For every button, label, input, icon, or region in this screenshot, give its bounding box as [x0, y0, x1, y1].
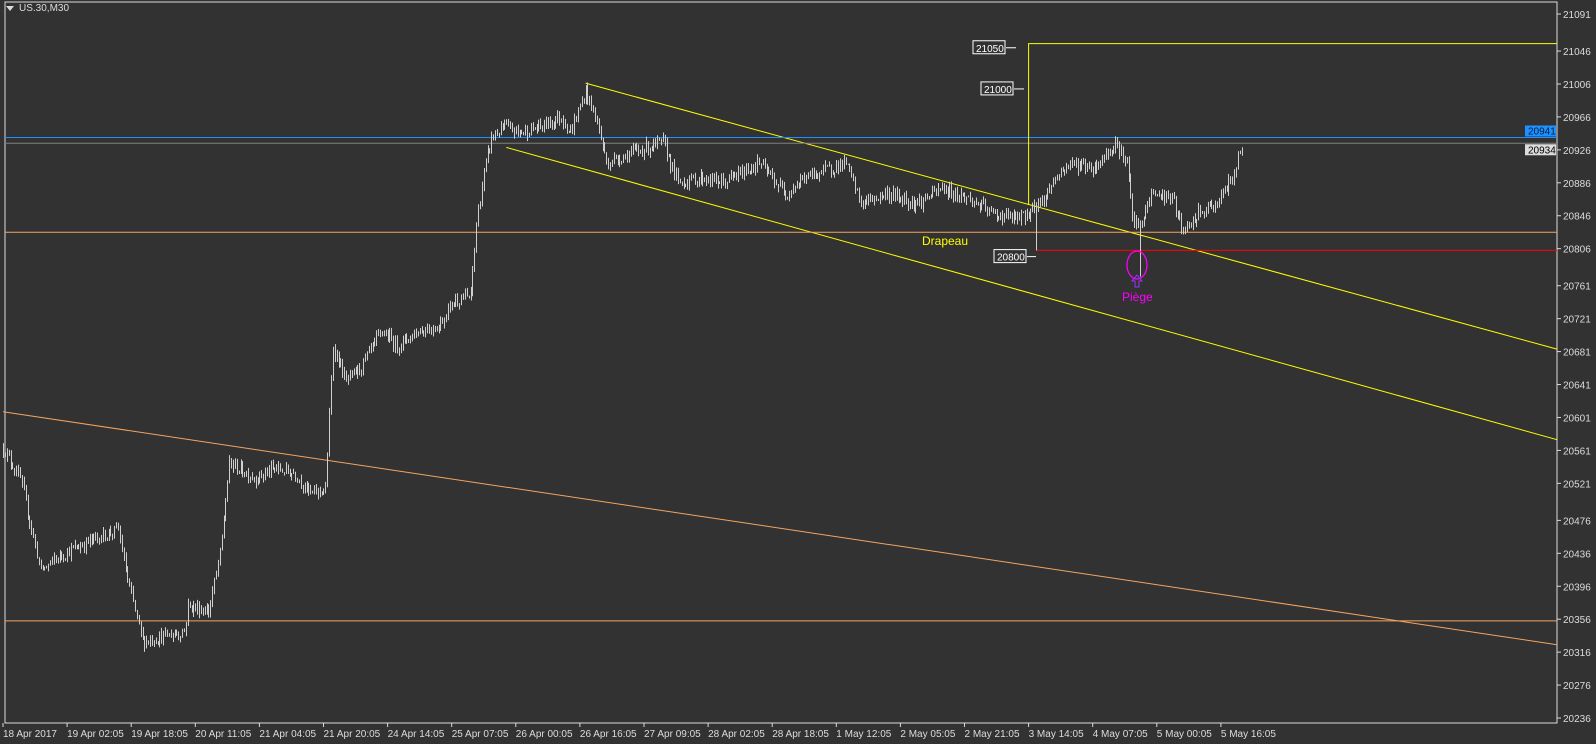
y-tick-label: 20601 [1563, 413, 1591, 424]
time-axis: 18 Apr 2017 19 Apr 02:05 19 Apr 18:05 20 Ap… [2, 723, 1276, 740]
x-tick-label: 27 Apr 09:05 [644, 729, 701, 740]
y-tick-label: 20641 [1563, 381, 1591, 392]
price-label: 21050 [976, 44, 1004, 55]
y-tick-label: 20681 [1563, 348, 1591, 359]
price-label: 20800 [997, 253, 1025, 264]
ask-price-label: 20934 [1528, 145, 1556, 156]
x-tick-label: 28 Apr 18:05 [772, 729, 829, 740]
x-tick-label: 2 May 05:05 [900, 729, 955, 740]
y-tick-label: 21091 [1563, 10, 1591, 21]
up-arrow-icon [1130, 274, 1144, 288]
bid-price-label-bg [1525, 125, 1556, 137]
x-tick-label: 21 Apr 20:05 [324, 729, 381, 740]
x-tick-label: 1 May 12:05 [836, 729, 891, 740]
flag-annotation: Drapeau [922, 234, 968, 248]
y-tick-label: 20521 [1563, 479, 1591, 490]
trendline [2, 411, 1558, 646]
trap-ellipse [1126, 250, 1148, 280]
price-label-box [980, 81, 1014, 96]
x-tick-label: 25 Apr 07:05 [452, 729, 509, 740]
x-tick-label: 18 Apr 2017 [3, 729, 57, 740]
y-tick-label: 20886 [1563, 179, 1591, 190]
x-tick-label: 20 Apr 11:05 [195, 729, 251, 740]
trendline [585, 82, 1558, 350]
y-tick-label: 20396 [1563, 582, 1591, 593]
plot-frame [4, 1, 1558, 724]
x-tick-label: 4 May 07:05 [1093, 729, 1148, 740]
x-tick-label: 28 Apr 02:05 [708, 729, 765, 740]
y-tick-label: 20561 [1563, 446, 1591, 457]
x-tick-label: 19 Apr 18:05 [131, 729, 188, 740]
annotations: 20941 20934 21050 21000 20800 Drapeau Piège [922, 40, 1556, 304]
y-tick-label: 20476 [1563, 516, 1591, 527]
x-tick-label: 5 May 16:05 [1221, 729, 1276, 740]
x-tick-label: 26 Apr 16:05 [580, 729, 637, 740]
x-tick-label: 21 Apr 04:05 [259, 729, 316, 740]
trendline [506, 146, 1558, 441]
x-tick-label: 3 May 14:05 [1029, 729, 1084, 740]
x-tick-label: 2 May 21:05 [965, 729, 1020, 740]
price-bars [3, 82, 1243, 652]
chart-title[interactable]: US.30,M30 [6, 3, 69, 14]
y-tick-label: 20721 [1563, 315, 1591, 326]
symbol-title: US.30,M30 [19, 3, 70, 14]
y-tick-label: 20761 [1563, 282, 1591, 293]
x-tick-label: 19 Apr 02:05 [67, 729, 124, 740]
y-tick-label: 20316 [1563, 648, 1591, 659]
y-tick-label: 20806 [1563, 245, 1591, 256]
bid-price-label: 20941 [1528, 127, 1556, 138]
x-tick-label: 5 May 00:05 [1157, 729, 1212, 740]
y-tick-label: 20966 [1563, 113, 1591, 124]
target-projection-line [1028, 43, 1557, 206]
trap-annotation: Piège [1122, 290, 1153, 304]
x-tick-label: 26 Apr 00:05 [516, 729, 573, 740]
y-tick-label: 21046 [1563, 47, 1591, 58]
y-tick-label: 20276 [1563, 681, 1591, 692]
y-tick-label: 20436 [1563, 549, 1591, 560]
y-tick-label: 20926 [1563, 146, 1591, 157]
y-tick-label: 21006 [1563, 80, 1591, 91]
price-label: 21000 [984, 85, 1012, 96]
price-label-box [993, 249, 1027, 264]
price-axis: 21091 21046 21006 20966 20926 20886 20846 20806… [1557, 10, 1591, 725]
x-tick-label: 24 Apr 14:05 [388, 729, 445, 740]
drawn-lines [2, 43, 1558, 646]
ask-price-label-bg [1525, 144, 1556, 156]
y-tick-label: 20236 [1563, 714, 1591, 725]
y-tick-label: 20846 [1563, 212, 1591, 223]
dropdown-triangle-icon[interactable] [6, 5, 14, 11]
y-tick-label: 20356 [1563, 615, 1591, 626]
price-label-box [972, 40, 1006, 55]
